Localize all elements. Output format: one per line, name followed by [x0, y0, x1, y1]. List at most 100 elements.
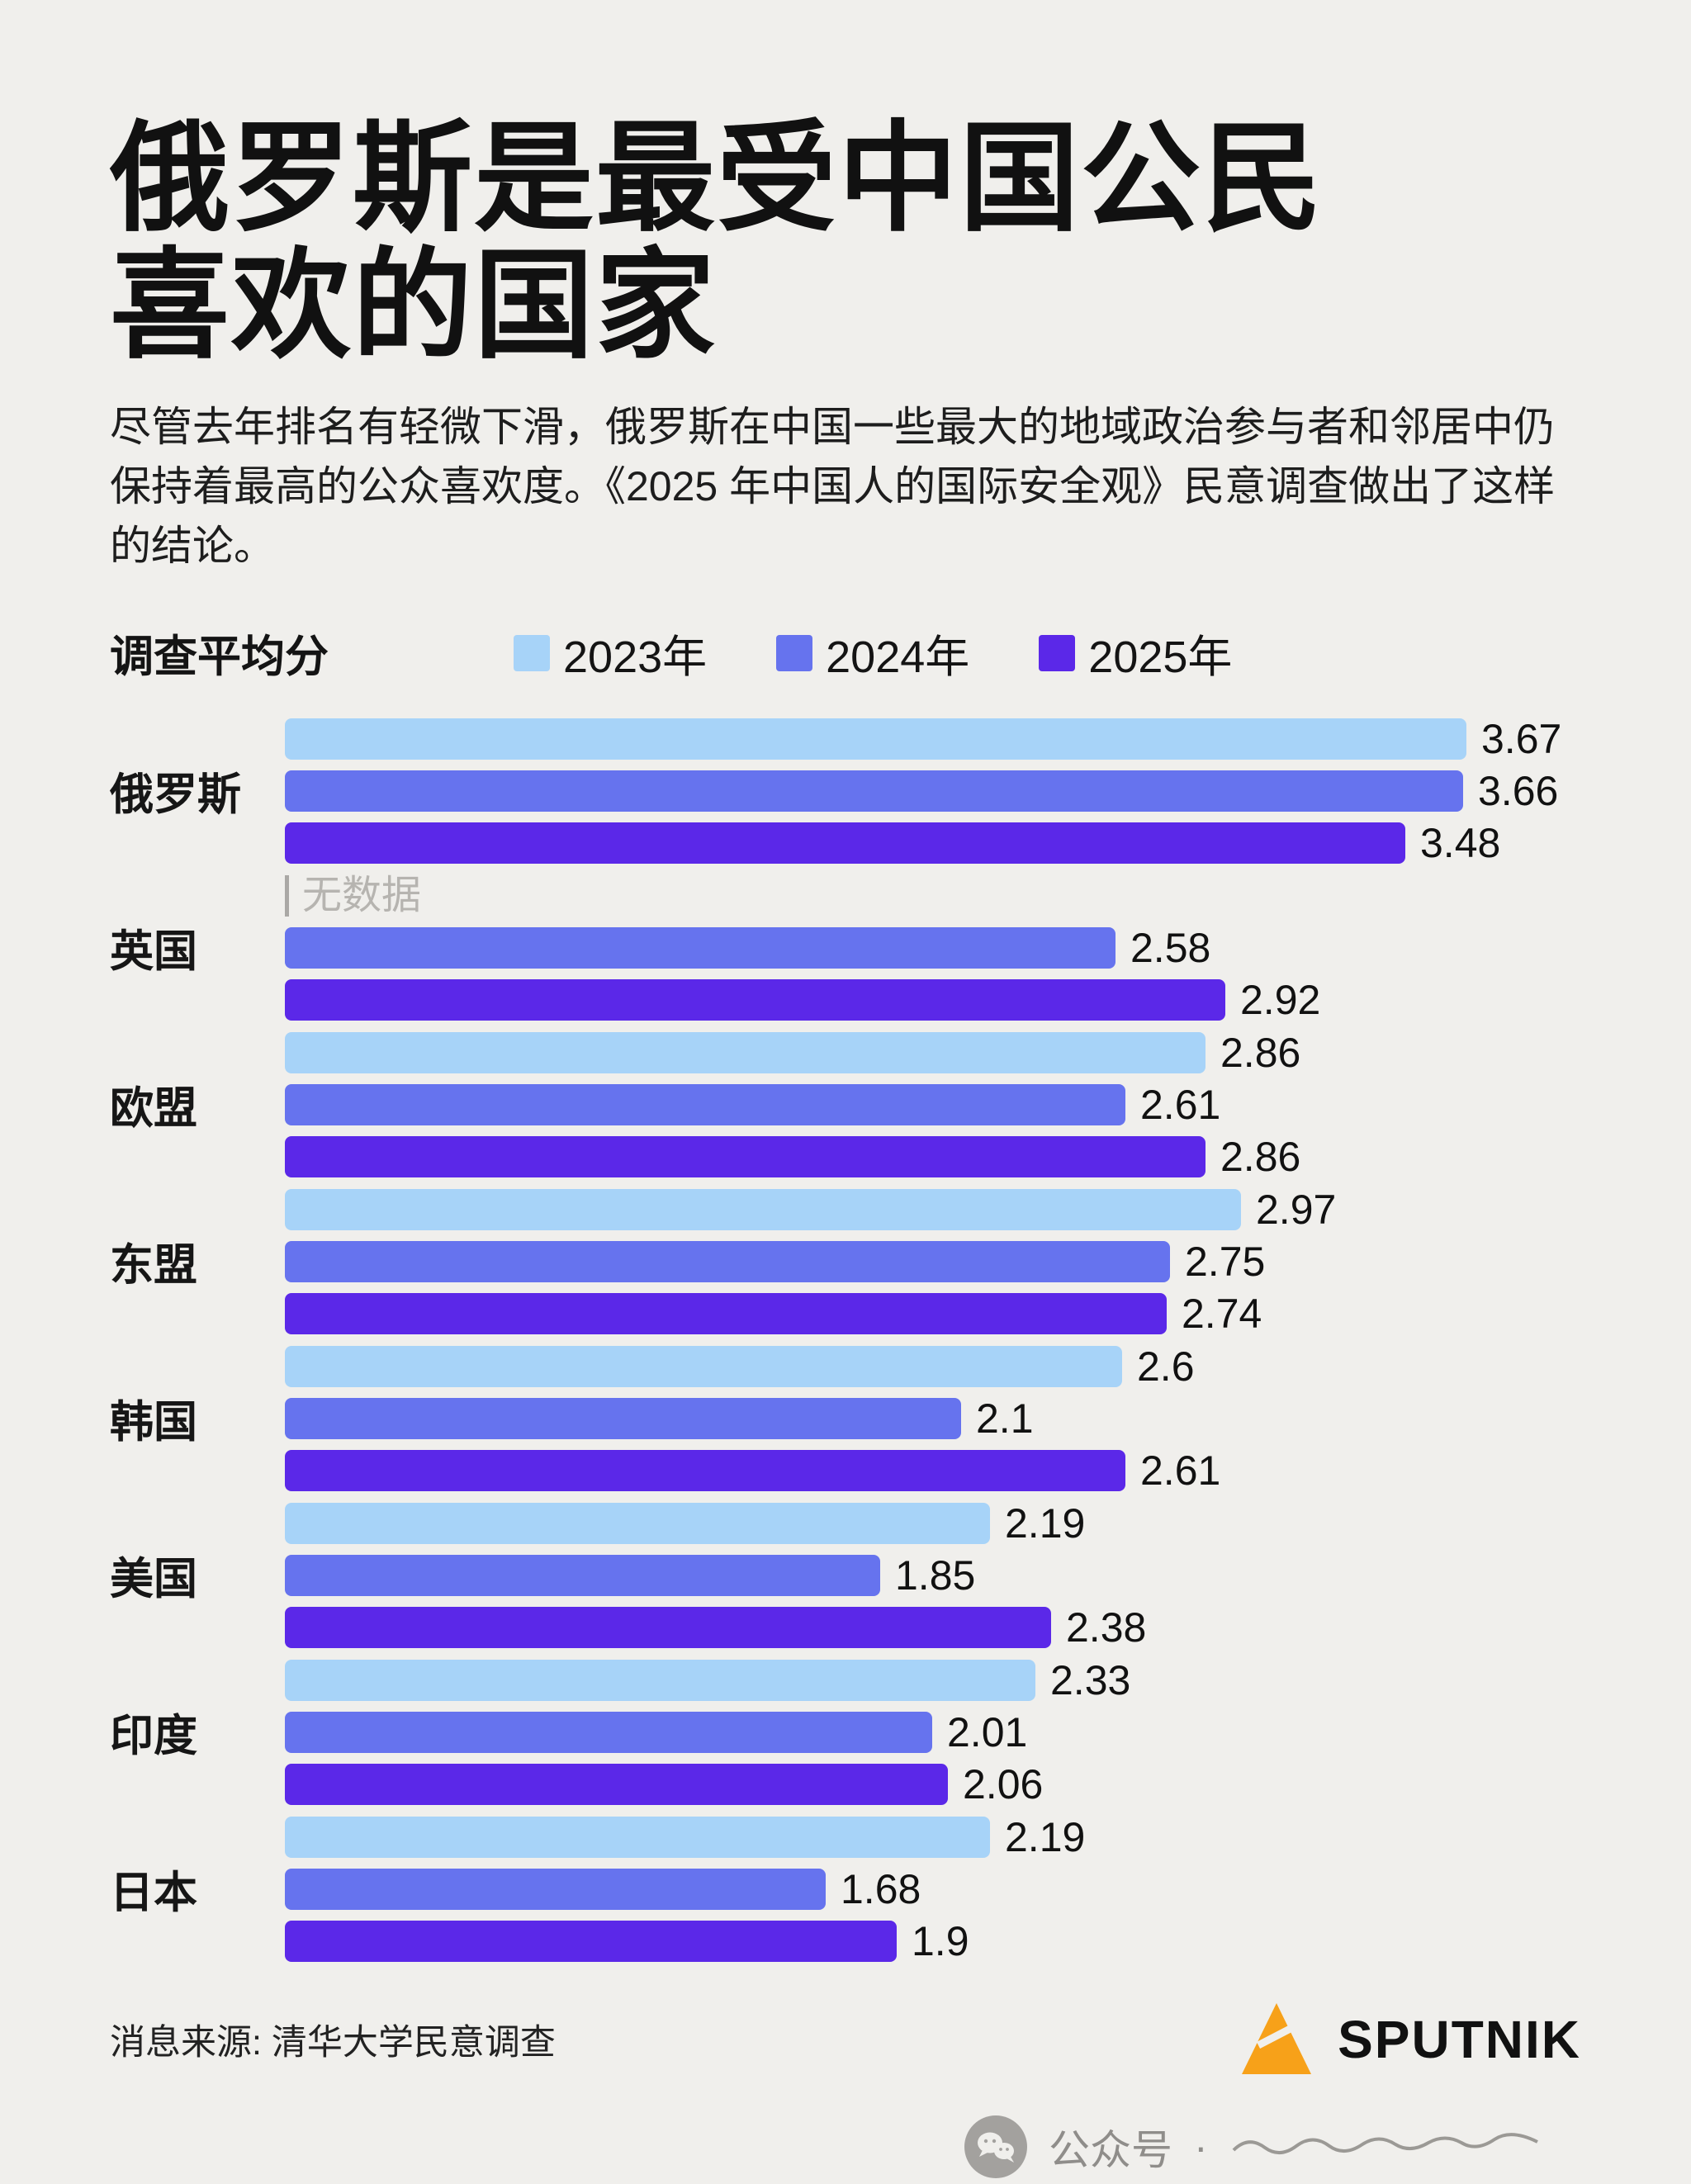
legend-label: 2025年 — [1088, 632, 1233, 683]
bar-row: 2.86 — [285, 1134, 1581, 1180]
bar-2024年 — [285, 1555, 880, 1597]
category-bars: 无数据 2.58 2.92 — [285, 875, 1581, 1024]
bar-row: 2.97 — [285, 1187, 1581, 1233]
bar-value: 2.33 — [1050, 1657, 1131, 1704]
category-label: 韩国 — [110, 1398, 197, 1447]
bar-value: 3.48 — [1420, 820, 1501, 867]
bar-row: 2.74 — [285, 1291, 1581, 1337]
page-title-line2: 喜欢的国家 — [110, 238, 717, 372]
bar-chart: 俄罗斯 3.67 3.66 3.48 英国 无数据 2.58 2.92 欧盟 2.86 2.61 2.… — [110, 716, 1581, 1964]
bar-value: 2.92 — [1240, 977, 1321, 1024]
category-bars: 2.33 2.01 2.06 — [285, 1657, 1581, 1807]
chart-legend: 调查平均分 2023年 2024年 2025年 — [110, 620, 1581, 685]
bar-row: 2.75 — [285, 1239, 1581, 1285]
bar-2024年 — [285, 1241, 1170, 1283]
bar-value: 2.1 — [976, 1395, 1034, 1443]
bar-row: 2.58 — [285, 925, 1581, 972]
page-title: 俄罗斯是最受中国公民 喜欢的国家 — [0, 0, 1691, 369]
legend-label: 2023年 — [563, 632, 708, 683]
bar-value: 3.67 — [1481, 716, 1562, 763]
bar-value: 2.74 — [1182, 1291, 1262, 1338]
chart-row: 印度 2.33 2.01 2.06 — [110, 1657, 1581, 1807]
sputnik-brand: SPUTNIK — [1235, 1998, 1581, 2081]
bar-value: 2.86 — [1220, 1134, 1301, 1181]
bar-value: 1.68 — [841, 1866, 921, 1913]
bar-row: 无数据 — [285, 875, 1581, 917]
sputnik-wordmark: SPUTNIK — [1338, 2010, 1581, 2069]
page-title-line1: 俄罗斯是最受中国公民 — [110, 111, 1324, 245]
bar-2024年 — [285, 1084, 1125, 1126]
separator-dot: · — [1194, 2124, 1208, 2170]
category-bars: 2.6 2.1 2.61 — [285, 1343, 1581, 1494]
bar-row: 1.9 — [285, 1918, 1581, 1964]
bar-row: 2.33 — [285, 1657, 1581, 1703]
bar-value: 2.38 — [1066, 1604, 1147, 1651]
wechat-icon — [964, 2115, 1027, 2178]
category-label: 印度 — [110, 1712, 197, 1761]
bar-row: 2.19 — [285, 1500, 1581, 1547]
chart-row: 韩国 2.6 2.1 2.61 — [110, 1343, 1581, 1494]
source-text: 消息来源: 清华大学民意调查 — [110, 2023, 556, 2063]
bar-row: 1.68 — [285, 1866, 1581, 1912]
bar-value: 2.19 — [1005, 1500, 1086, 1547]
legend-swatch — [514, 634, 550, 671]
category-label: 英国 — [110, 927, 197, 977]
no-data-label: 无数据 — [285, 875, 421, 917]
wechat-label: 公众号 — [1049, 2127, 1172, 2173]
bar-2023年 — [285, 718, 1466, 760]
bar-value: 2.86 — [1220, 1030, 1301, 1077]
bar-row: 2.19 — [285, 1814, 1581, 1860]
legend-title: 调查平均分 — [110, 632, 329, 681]
bar-2024年 — [285, 1869, 826, 1911]
bar-value: 2.61 — [1140, 1082, 1221, 1129]
legend-swatch — [1039, 634, 1076, 671]
bar-value: 2.75 — [1185, 1239, 1266, 1286]
bar-value: 2.97 — [1256, 1187, 1337, 1234]
wechat-strip: 公众号 · — [964, 2115, 1560, 2178]
category-label: 欧盟 — [110, 1084, 197, 1134]
bar-row: 2.6 — [285, 1343, 1581, 1390]
bar-row: 3.67 — [285, 716, 1581, 763]
bar-row: 2.1 — [285, 1395, 1581, 1442]
bar-value: 2.58 — [1130, 925, 1211, 972]
bar-row: 1.85 — [285, 1552, 1581, 1599]
bar-value: 2.01 — [947, 1709, 1028, 1756]
legend-label: 2024年 — [826, 632, 970, 683]
page-subtitle: 尽管去年排名有轻微下滑，俄罗斯在中国一些最大的地域政治参与者和邻居中仍保持着最高… — [110, 404, 1556, 570]
bar-2025年 — [285, 1764, 948, 1806]
bar-2024年 — [285, 770, 1463, 812]
category-label: 东盟 — [110, 1241, 197, 1291]
bar-row: 3.66 — [285, 768, 1581, 814]
bar-2023年 — [285, 1346, 1122, 1388]
category-bars: 2.97 2.75 2.74 — [285, 1187, 1581, 1337]
legend-items: 2023年 2024年 2025年 — [514, 620, 1232, 685]
category-label: 俄罗斯 — [110, 770, 241, 820]
bar-2025年 — [285, 1607, 1051, 1649]
legend-item: 2023年 — [514, 620, 707, 685]
chart-row: 日本 2.19 1.68 1.9 — [110, 1814, 1581, 1964]
bar-2023年 — [285, 1032, 1205, 1074]
bar-row: 2.61 — [285, 1447, 1581, 1494]
chart-row: 东盟 2.97 2.75 2.74 — [110, 1187, 1581, 1337]
bar-2024年 — [285, 1712, 932, 1754]
bar-2023年 — [285, 1189, 1241, 1231]
bar-row: 2.86 — [285, 1030, 1581, 1076]
bar-row: 2.06 — [285, 1761, 1581, 1807]
bar-row: 2.61 — [285, 1082, 1581, 1128]
bar-row: 2.38 — [285, 1604, 1581, 1651]
chart-row: 俄罗斯 3.67 3.66 3.48 — [110, 716, 1581, 867]
bar-2025年 — [285, 1450, 1125, 1492]
bar-2025年 — [285, 1293, 1167, 1335]
bar-2023年 — [285, 1660, 1035, 1702]
bar-value: 1.85 — [895, 1552, 976, 1599]
bar-2025年 — [285, 822, 1405, 865]
footer: 消息来源: 清华大学民意调查 SPUTNIK — [110, 1998, 1581, 2081]
bar-row: 3.48 — [285, 820, 1581, 867]
chart-row: 欧盟 2.86 2.61 2.86 — [110, 1030, 1581, 1180]
sputnik-logo-icon — [1242, 2003, 1312, 2074]
bar-row: 2.01 — [285, 1709, 1581, 1755]
bar-2023年 — [285, 1503, 990, 1545]
bar-value: 2.19 — [1005, 1814, 1086, 1861]
legend-item: 2024年 — [776, 620, 969, 685]
